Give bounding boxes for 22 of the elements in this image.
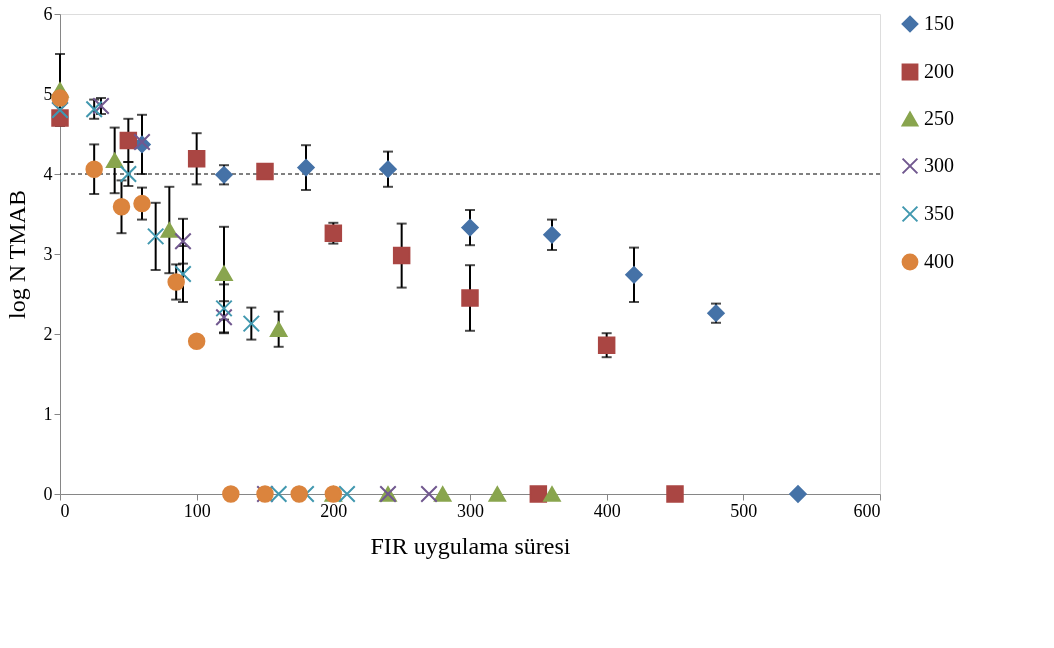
- y-tick-label: 4: [43, 163, 53, 184]
- x-axis-title: FIR uygulama süresi: [370, 532, 571, 559]
- y-tick-label: 3: [43, 243, 53, 264]
- x-tick-label: 500: [730, 500, 758, 521]
- x-tick-label: 200: [320, 500, 348, 521]
- legend-label: 200: [924, 60, 954, 82]
- y-tick-label: 0: [43, 483, 53, 504]
- x-tick-label: 0: [60, 500, 70, 521]
- legend-label: 300: [924, 154, 954, 176]
- y-axis-title: log N TMAB: [3, 190, 30, 319]
- x-tick-label: 100: [183, 500, 211, 521]
- legend-label: 350: [924, 202, 954, 224]
- y-tick-label: 5: [43, 83, 53, 104]
- legend-label: 400: [924, 250, 954, 272]
- x-tick-label: 400: [593, 500, 621, 521]
- y-tick-label: 1: [43, 403, 53, 424]
- y-tick-label: 2: [43, 323, 53, 344]
- legend-label: 150: [924, 12, 954, 34]
- x-tick-label: 600: [853, 500, 881, 521]
- y-tick-label: 6: [43, 3, 53, 24]
- x-tick-label: 300: [457, 500, 484, 521]
- legend-label: 250: [924, 107, 954, 129]
